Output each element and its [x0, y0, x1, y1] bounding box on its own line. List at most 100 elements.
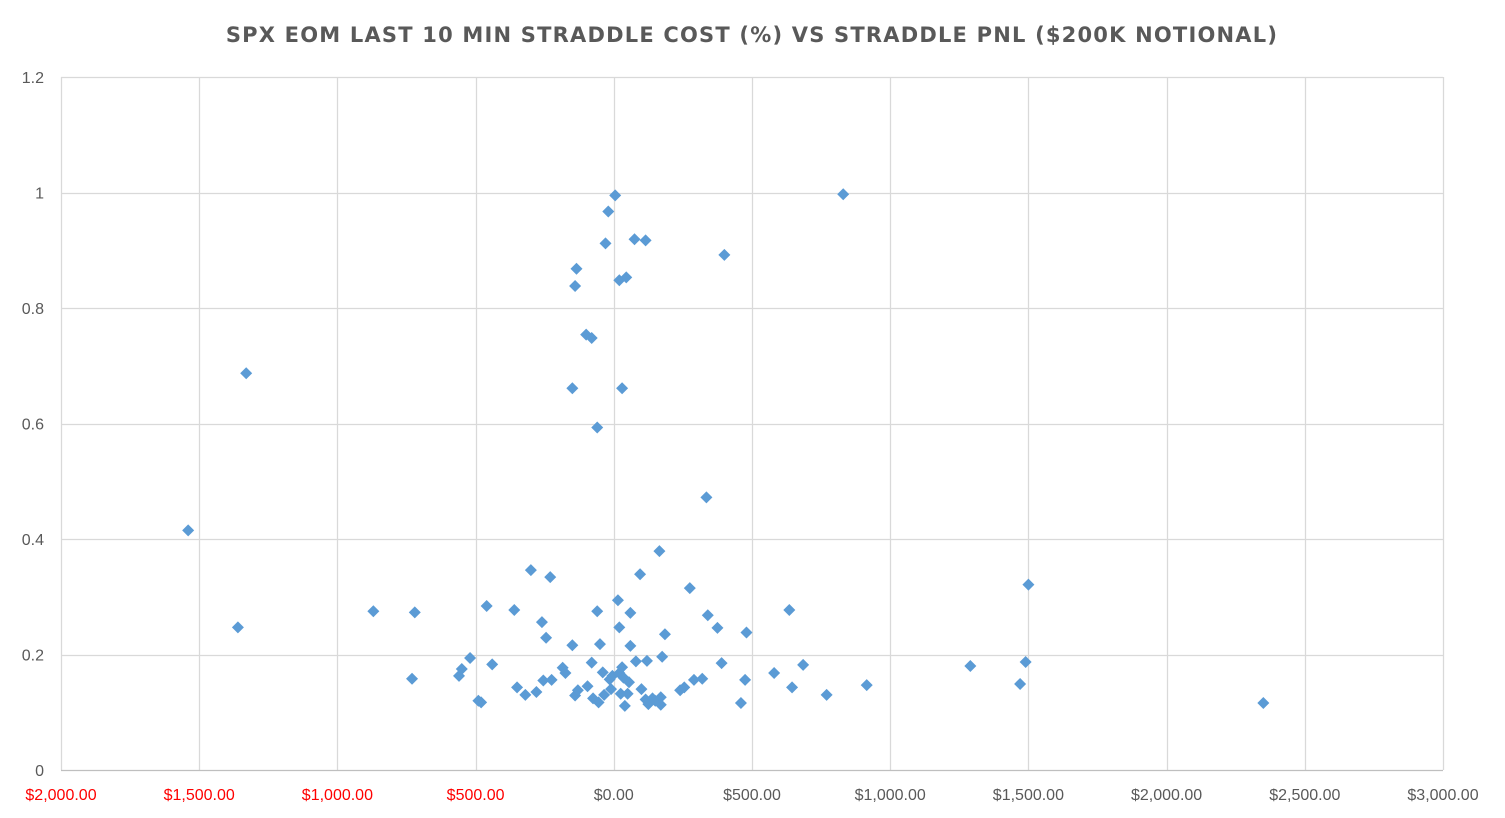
data-point	[585, 656, 598, 669]
data-point	[535, 616, 548, 629]
data-point	[624, 606, 637, 619]
data-point	[408, 606, 421, 619]
data-point	[696, 672, 709, 685]
data-point	[570, 262, 583, 275]
data-point	[406, 672, 419, 685]
y-tick-label: 0	[35, 763, 44, 780]
data-point	[740, 626, 753, 639]
data-point	[700, 491, 713, 504]
data-point	[654, 691, 667, 704]
data-point	[734, 697, 747, 710]
data-point	[591, 421, 604, 434]
data-point	[616, 382, 629, 395]
data-point	[820, 688, 833, 701]
data-point	[623, 676, 636, 689]
x-tick-label: $2,000.00	[25, 787, 96, 804]
data-point	[559, 666, 572, 679]
x-tick-label: $2,000.00	[1131, 787, 1202, 804]
data-point	[656, 650, 669, 663]
y-axis-tick-labels: 0 0.2 0.4 0.6 0.8 1 1.2	[22, 70, 44, 780]
data-point	[614, 687, 627, 700]
y-tick-label: 0.6	[22, 417, 44, 434]
x-tick-label: $0.00	[594, 787, 634, 804]
data-point	[585, 332, 598, 345]
data-point	[624, 639, 637, 652]
data-point	[596, 666, 609, 679]
data-point	[639, 234, 652, 247]
data-point	[613, 621, 626, 634]
y-tick-label: 1	[35, 186, 44, 203]
x-tick-label: $1,500.00	[164, 787, 235, 804]
data-point	[519, 688, 532, 701]
data-point	[530, 686, 543, 699]
data-point	[231, 621, 244, 634]
data-points	[182, 188, 1270, 712]
x-tick-label: $1,000.00	[302, 787, 373, 804]
horizontal-gridlines	[61, 76, 1443, 657]
data-point	[566, 382, 579, 395]
data-point	[683, 582, 696, 595]
data-point	[182, 524, 195, 537]
x-tick-label: $1,000.00	[855, 787, 926, 804]
data-point	[475, 696, 488, 709]
data-point	[860, 679, 873, 692]
data-point	[964, 660, 977, 673]
data-point	[1019, 656, 1032, 669]
data-point	[797, 658, 810, 671]
data-point	[628, 233, 641, 246]
data-point	[545, 673, 558, 686]
vertical-gridlines	[60, 77, 1445, 770]
data-point	[524, 564, 537, 577]
data-point	[634, 568, 647, 581]
chart-title: SPX EOM LAST 10 MIN STRADDLE COST (%) VS…	[226, 23, 1278, 47]
data-point	[1257, 697, 1270, 710]
data-point	[544, 571, 557, 584]
data-point	[508, 604, 521, 617]
data-point	[511, 681, 524, 694]
data-point	[1022, 578, 1035, 591]
x-tick-label: $3,000.00	[1407, 787, 1478, 804]
data-point	[640, 654, 653, 667]
data-point	[654, 698, 667, 711]
data-point	[616, 661, 629, 674]
data-point	[598, 688, 611, 701]
data-point	[618, 699, 631, 712]
data-point	[678, 681, 691, 694]
data-point	[711, 621, 724, 634]
data-point	[786, 681, 799, 694]
data-point	[621, 687, 634, 700]
data-point	[566, 639, 579, 652]
data-point	[701, 609, 714, 622]
x-tick-label: $2,500.00	[1269, 787, 1340, 804]
x-tick-label: $1,500.00	[993, 787, 1064, 804]
x-tick-label: $500.00	[723, 787, 781, 804]
data-point	[571, 684, 584, 697]
data-point	[464, 651, 477, 664]
data-point	[611, 594, 624, 607]
data-point	[687, 673, 700, 686]
data-point	[240, 367, 253, 380]
y-tick-label: 0.4	[22, 532, 44, 549]
x-tick-label: $500.00	[447, 787, 505, 804]
data-point	[602, 205, 615, 218]
data-point	[569, 280, 582, 293]
data-point	[837, 188, 850, 201]
data-point	[1014, 677, 1027, 690]
data-point	[455, 662, 468, 675]
data-point	[480, 599, 493, 612]
y-tick-label: 0.8	[22, 301, 44, 318]
data-point	[609, 189, 622, 202]
data-point	[629, 655, 642, 668]
data-point	[768, 666, 781, 679]
data-point	[620, 271, 633, 284]
data-point	[367, 605, 380, 618]
data-point	[605, 683, 618, 696]
data-point	[783, 604, 796, 617]
data-point	[592, 696, 605, 709]
data-point	[486, 658, 499, 671]
data-point	[599, 237, 612, 250]
data-point	[718, 248, 731, 261]
data-point	[581, 680, 594, 693]
